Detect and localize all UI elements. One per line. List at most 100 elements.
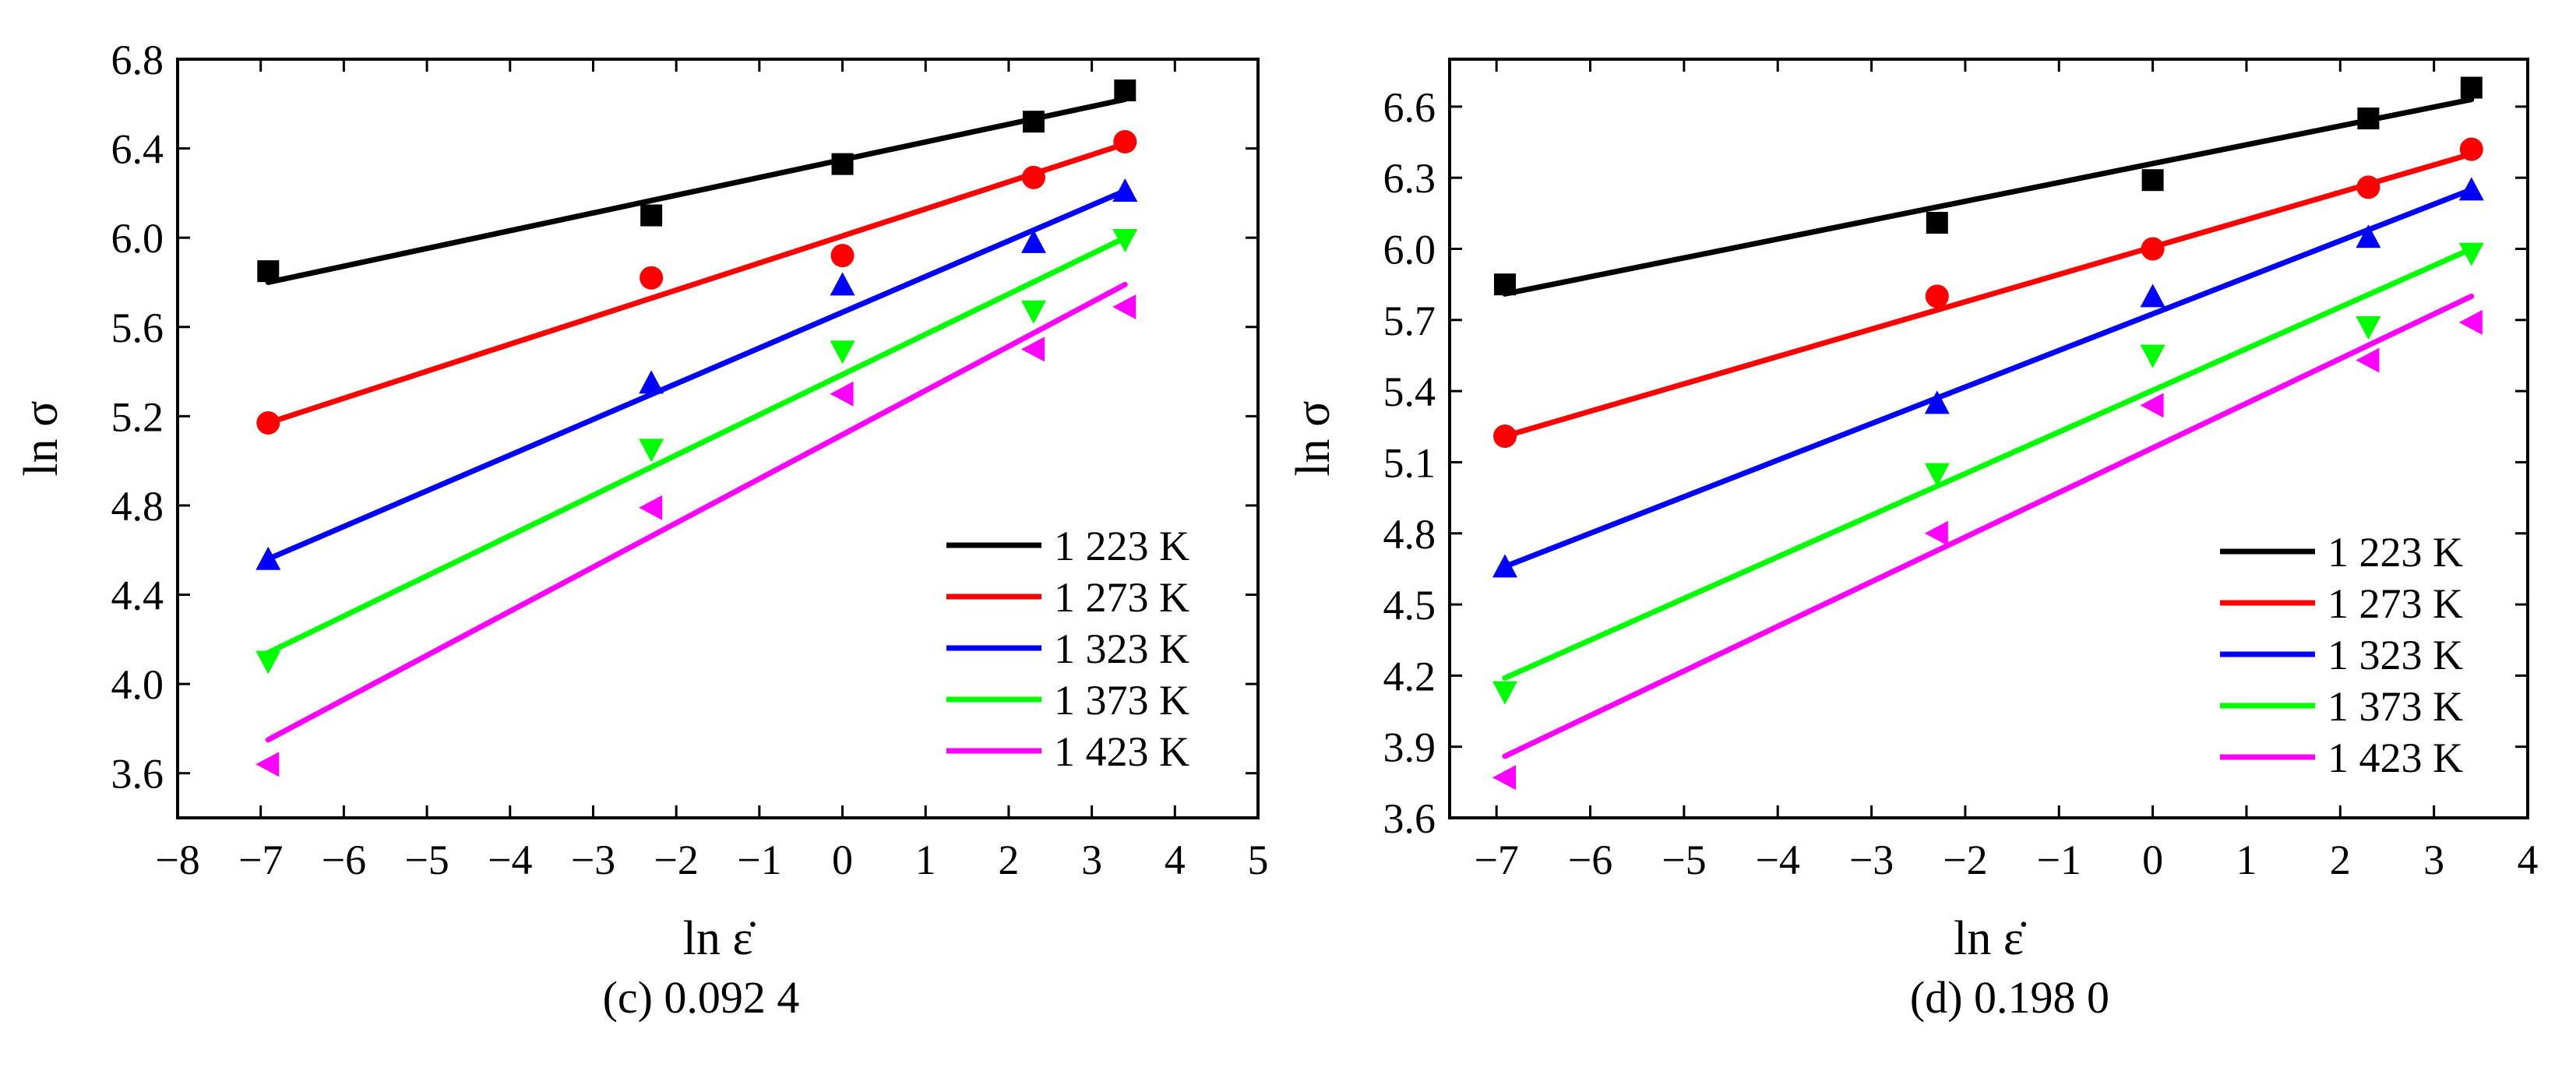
data-point — [1493, 424, 1517, 448]
y-tick-label: 4.0 — [111, 661, 164, 708]
y-tick-label: 5.1 — [1383, 439, 1436, 486]
fit-line — [265, 188, 1128, 562]
data-point — [639, 495, 663, 520]
data-point — [2458, 309, 2483, 335]
data-point — [1113, 129, 1137, 153]
x-tick-label: −1 — [737, 837, 781, 883]
y-axis-label: ln σ — [1287, 400, 1340, 476]
y-tick-label: 5.7 — [1383, 298, 1436, 344]
data-point — [639, 439, 664, 463]
legend: 1 223 K 1 273 K1 323 K 1 373 K1 423 K — [946, 523, 1189, 775]
y-tick-label: 5.6 — [111, 305, 164, 351]
data-point — [1492, 765, 1517, 791]
fit-line — [265, 234, 1128, 656]
fit-line — [265, 281, 1128, 743]
y-tick-label: 4.5 — [1383, 582, 1436, 629]
data-point — [2356, 175, 2380, 199]
fit-line — [1502, 246, 2475, 681]
y-tick-label: 3.9 — [1383, 724, 1436, 771]
x-tick-label: 4 — [1165, 837, 1186, 883]
data-point — [2141, 237, 2165, 261]
x-tick-label: −6 — [1568, 837, 1612, 883]
fit-line — [265, 141, 1128, 426]
data-point — [1112, 229, 1138, 253]
y-tick-label: 6.3 — [1383, 155, 1436, 202]
data-point — [640, 266, 664, 290]
data-point — [2141, 169, 2164, 192]
x-tick-label: −7 — [238, 837, 283, 883]
chart-panel-right: −7 −6 −5 −4 −3 −2 −1 0 1 2 3 4 3.6 3.9 4.2 4.5 4.8 5.1 5.4… — [1287, 58, 2539, 1023]
x-axis-label: ln ε̇ — [683, 912, 756, 965]
x-tick-label: 2 — [998, 837, 1019, 883]
data-point — [2460, 76, 2483, 99]
data-point — [1492, 681, 1518, 705]
series-1-373-K — [255, 229, 1138, 675]
legend-label: 1 323 K — [2328, 632, 2463, 678]
series-1-323-K — [255, 178, 1138, 570]
x-tick-label: 2 — [2330, 837, 2351, 883]
data-point — [2356, 347, 2380, 373]
data-point — [2140, 344, 2165, 368]
data-point — [830, 340, 855, 365]
legend-label: 1 373 K — [1054, 677, 1189, 724]
legend-label: 1 223 K — [2328, 529, 2463, 576]
x-tick-label: −5 — [404, 837, 449, 883]
y-tick-label: 6.6 — [1383, 84, 1436, 131]
panel-caption: (c) 0.092 4 — [603, 972, 800, 1023]
y-tick-label: 4.2 — [1383, 653, 1436, 699]
plot-frame — [1448, 58, 2529, 819]
data-point — [830, 381, 854, 407]
data-point — [257, 260, 280, 283]
y-tick-label: 6.4 — [111, 126, 164, 173]
data-point — [2356, 224, 2381, 248]
data-point — [830, 272, 855, 296]
x-tick-label: −2 — [654, 837, 698, 883]
data-point — [255, 546, 281, 570]
data-point — [2458, 242, 2484, 266]
y-tick-label: 4.8 — [111, 483, 164, 530]
chart-panel-left: −8 −7 −6 −5 −4 −3 −2 −1 0 1 2 3 4 5 3.6 4.0 4.4 4.8 5.2 5.6… — [15, 37, 1269, 1023]
x-tick-label: 5 — [1248, 837, 1269, 883]
x-tick-label: 1 — [915, 837, 936, 883]
data-point — [1022, 111, 1045, 133]
data-point — [255, 752, 280, 777]
data-point — [2458, 177, 2484, 201]
x-tick-label: −6 — [322, 837, 366, 883]
y-axis-label: ln σ — [15, 400, 68, 476]
series-1-423-K — [1492, 293, 2483, 791]
fit-line — [1502, 97, 2475, 297]
series-1-423-K — [255, 281, 1136, 777]
legend-label: 1 423 K — [2328, 735, 2463, 781]
series-1-223-K — [1494, 76, 2483, 297]
y-tick-label: 5.4 — [1383, 368, 1436, 415]
data-point — [255, 650, 281, 675]
plot-frame — [176, 58, 1260, 819]
y-tick-label: 4.8 — [1383, 511, 1436, 558]
data-point — [640, 204, 663, 227]
series-1-273-K — [256, 129, 1137, 435]
data-point — [1021, 165, 1045, 189]
data-point — [1924, 390, 1950, 414]
y-tick-label: 5.2 — [111, 393, 164, 440]
legend-label: 1 273 K — [2328, 580, 2463, 627]
legend-label: 1 423 K — [1054, 728, 1189, 775]
data-point — [1924, 520, 1948, 546]
data-point — [1926, 212, 1948, 234]
data-point — [1112, 178, 1138, 203]
series-1-223-K — [257, 79, 1136, 285]
x-tick-label: 0 — [2142, 837, 2163, 883]
legend-label: 1 223 K — [1054, 523, 1189, 569]
data-point — [2140, 284, 2165, 308]
data-point — [1020, 336, 1045, 362]
x-tick-label: −3 — [1849, 837, 1894, 883]
x-tick-label: 0 — [832, 837, 853, 883]
data-point — [830, 244, 855, 268]
x-tick-label: 1 — [2236, 837, 2257, 883]
legend-label: 1 273 K — [1054, 574, 1189, 621]
data-point — [2459, 137, 2483, 161]
data-point — [1492, 554, 1518, 578]
y-tick-label: 6.0 — [111, 215, 164, 262]
x-tick-label: −7 — [1474, 837, 1518, 883]
y-tick-label: 3.6 — [1383, 795, 1436, 842]
